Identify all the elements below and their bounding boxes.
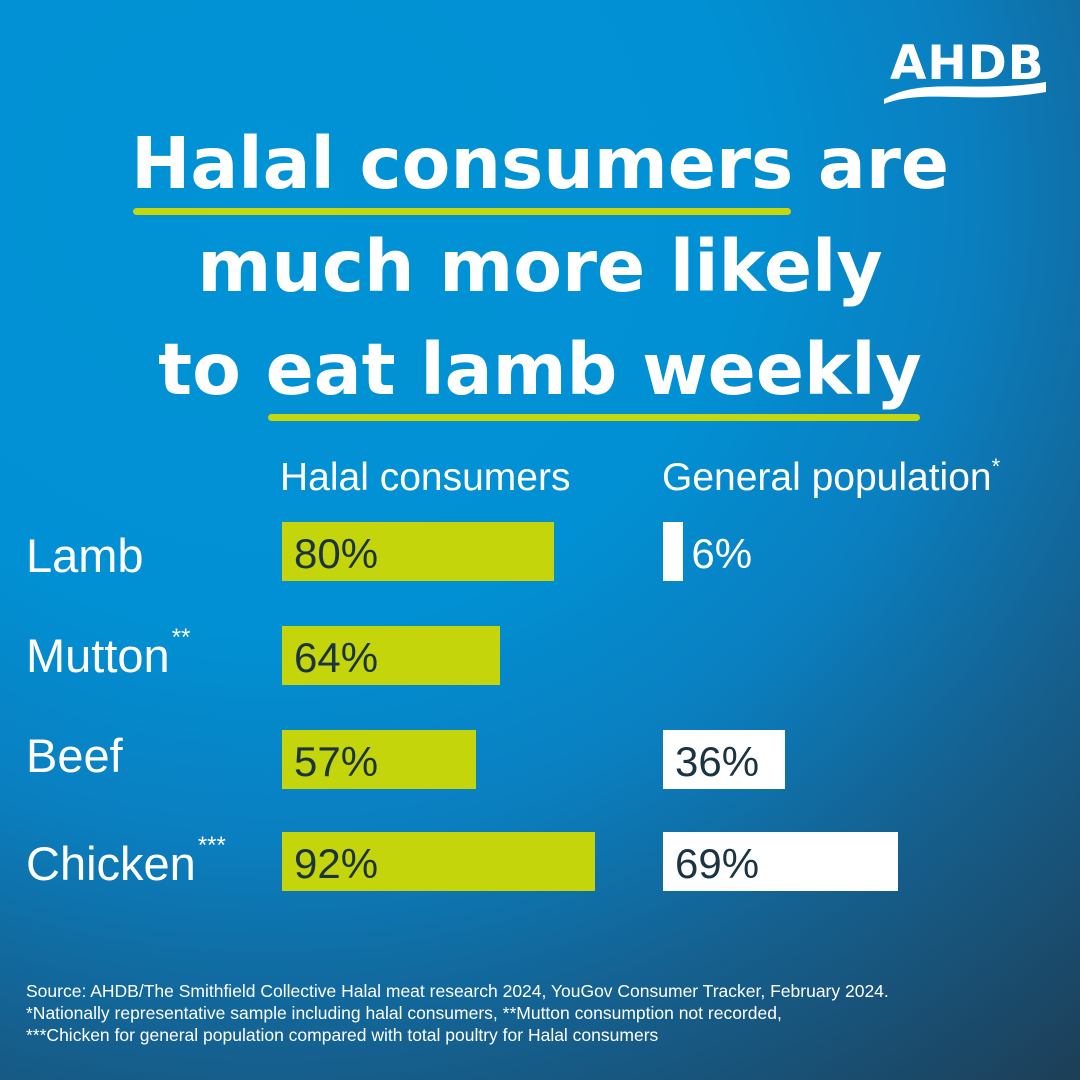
bar-general-lamb: [663, 522, 684, 581]
column-header-halal-text: Halal consumers: [280, 456, 571, 499]
category-label-text: Lamb: [26, 529, 144, 582]
category-label-lamb: Lamb: [26, 528, 144, 583]
footnote-3: ***Chicken for general population compar…: [26, 1025, 659, 1045]
category-label-text: Chicken: [26, 837, 196, 890]
headline: Halal consumers are much more likely to …: [0, 112, 1080, 421]
headline-line-1: Halal consumers are: [0, 112, 1080, 215]
headline-highlight-2: eat lamb weekly: [266, 318, 922, 421]
bar-halal-beef: [282, 730, 476, 789]
footnote-source: Source: AHDB/The Smithfield Collective H…: [26, 981, 889, 1001]
category-label-text: Beef: [26, 729, 123, 782]
headline-highlight-1: Halal consumers: [131, 112, 793, 215]
value-general-lamb: 6%: [691, 530, 753, 577]
value-general-chicken: 69%: [675, 840, 760, 887]
bar-general-chicken: [663, 832, 898, 891]
category-label-mutton: Mutton**: [26, 624, 190, 683]
category-label-beef: Beef: [26, 728, 123, 783]
logo-text: AHDB: [890, 36, 1045, 91]
headline-line-1-rest: are: [793, 122, 950, 205]
category-footnote-mark: ***: [197, 832, 226, 859]
headline-line-3: to eat lamb weekly: [0, 318, 1080, 421]
category-label-text: Mutton: [26, 629, 170, 682]
column-header-general: General population*: [662, 454, 1001, 500]
ahdb-logo: AHDB: [880, 36, 1050, 111]
category-label-chicken: Chicken***: [26, 832, 226, 891]
value-halal-mutton: 64%: [294, 634, 379, 681]
value-halal-chicken: 92%: [294, 840, 379, 887]
value-halal-lamb: 80%: [294, 530, 379, 577]
bar-halal-mutton: [282, 626, 500, 685]
footnote-2: *Nationally representative sample includ…: [26, 1003, 782, 1023]
source-footnote: Source: AHDB/The Smithfield Collective H…: [26, 980, 1066, 1046]
column-header-general-mark: *: [991, 454, 1001, 479]
headline-line-2: much more likely: [197, 225, 883, 308]
value-halal-beef: 57%: [294, 738, 379, 785]
value-general-beef: 36%: [675, 738, 760, 785]
headline-line-3-start: to: [158, 328, 266, 411]
logo-swoosh-icon: [884, 82, 1046, 104]
bar-halal-lamb: [282, 522, 554, 581]
bar-general-beef: [663, 730, 786, 789]
bar-halal-chicken: [282, 832, 595, 891]
column-header-general-text: General population: [662, 456, 992, 499]
category-footnote-mark: **: [171, 624, 191, 651]
column-header-halal: Halal consumers: [280, 456, 570, 500]
